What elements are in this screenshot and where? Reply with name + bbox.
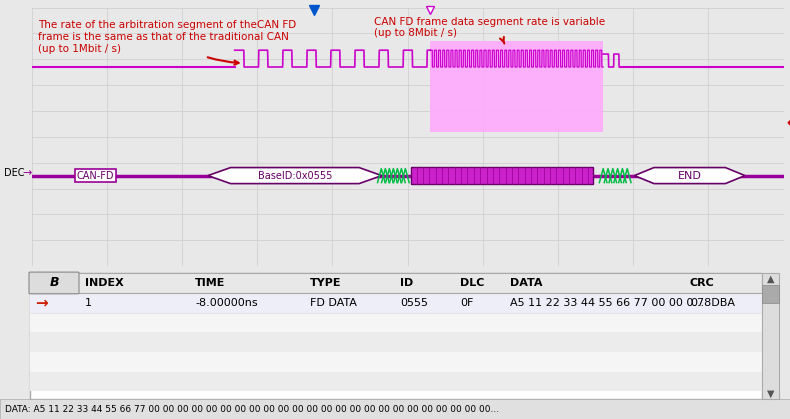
Text: -8.00000ns: -8.00000ns	[195, 297, 258, 308]
Text: 078DBA: 078DBA	[690, 297, 735, 308]
Text: INDEX: INDEX	[85, 278, 124, 288]
Text: 1: 1	[85, 297, 92, 308]
Bar	[762, 273, 779, 399]
Text: ← T: ← T	[788, 117, 790, 130]
Text: TIME: TIME	[195, 278, 225, 288]
Text: TYPE: TYPE	[310, 278, 341, 288]
Text: DLC: DLC	[460, 278, 484, 288]
Text: →: →	[22, 168, 32, 178]
Text: BaseID:0x0555: BaseID:0x0555	[258, 171, 332, 181]
Text: 0555: 0555	[400, 297, 428, 308]
Text: ID: ID	[400, 278, 413, 288]
Text: CRC: CRC	[690, 278, 715, 288]
Text: 0F: 0F	[460, 297, 473, 308]
Text: The rate of the arbitration segment of theCAN FD
frame is the same as that of th: The rate of the arbitration segment of t…	[38, 21, 296, 65]
FancyBboxPatch shape	[29, 272, 79, 294]
Text: CAN-FD: CAN-FD	[77, 171, 115, 181]
Bar	[30, 372, 762, 391]
Bar	[30, 273, 762, 293]
Bar	[30, 332, 762, 352]
Bar	[30, 352, 762, 372]
Text: A5 11 22 33 44 55 66 77 00 00 0...: A5 11 22 33 44 55 66 77 00 00 0...	[510, 297, 704, 308]
Text: B: B	[49, 277, 58, 290]
Polygon shape	[208, 168, 382, 184]
Bar	[431, 41, 604, 132]
Text: DATA: A5 11 22 33 44 55 66 77 00 00 00 00 00 00 00 00 00 00 00 00 00 00 00 00 00: DATA: A5 11 22 33 44 55 66 77 00 00 00 0…	[5, 405, 499, 414]
Text: FD DATA: FD DATA	[310, 297, 357, 308]
Text: ▼: ▼	[767, 388, 774, 398]
Bar	[762, 285, 779, 303]
Bar	[0, 399, 790, 419]
Bar	[30, 313, 762, 332]
Text: →: →	[35, 295, 47, 310]
Text: CAN FD frame data segment rate is variable
(up to 8Mbit / s): CAN FD frame data segment rate is variab…	[374, 17, 605, 44]
Bar	[30, 293, 762, 313]
Text: END: END	[678, 171, 702, 181]
Bar	[30, 273, 762, 399]
Text: ▲: ▲	[767, 274, 774, 284]
Polygon shape	[634, 168, 745, 184]
Text: DEC: DEC	[4, 168, 24, 178]
Text: DATA: DATA	[510, 278, 543, 288]
Bar	[412, 167, 593, 184]
